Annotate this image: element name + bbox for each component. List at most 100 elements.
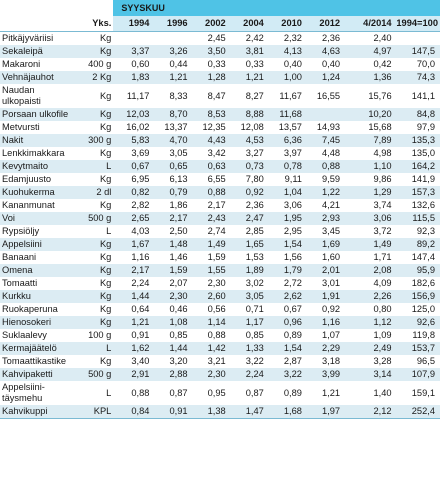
price-cell: 6,55 — [207, 174, 226, 184]
price-cell: 1,16 — [303, 316, 343, 329]
price-cell: 3,74 — [373, 200, 392, 210]
price-cell: 1,21 — [321, 387, 341, 398]
price-cell: 8,47 — [207, 90, 226, 101]
price-table-container: SYYSKUU Yks. 1994 1996 2002 2004 2010 20… — [0, 0, 440, 419]
price-cell: 6,36 — [265, 134, 304, 147]
index-cell: 92,3 — [416, 226, 435, 236]
product-name: Porsaan ulkofile — [0, 108, 77, 121]
price-cell: 0,44 — [169, 59, 188, 69]
price-cell: 3,27 — [245, 148, 264, 158]
price-cell: 1,79 — [265, 264, 304, 277]
price-cell: 10,20 — [342, 108, 394, 121]
table-row: Sekaleipä Kg 3,37 3,26 3,50 3,81 4,13 4,63 4,97 1… — [0, 45, 440, 58]
price-cell: 3,05 — [227, 290, 266, 303]
price-cell: 1,46 — [169, 252, 188, 262]
product-name: Kuohukerma — [0, 186, 77, 199]
index-cell: 115,5 — [393, 212, 440, 225]
table-row: Naudan ulkopaisti Kg 11,17 8,33 8,47 8,27 11,6… — [0, 84, 440, 108]
product-unit: KPL — [76, 405, 114, 419]
price-cell: 1,56 — [283, 252, 302, 262]
price-cell: 1,53 — [245, 252, 264, 262]
price-cell: 0,33 — [207, 59, 226, 69]
index-column-header: 1994=100 — [393, 16, 440, 32]
year-header: 1996 — [151, 16, 190, 32]
product-unit: 500 g — [76, 212, 114, 225]
column-header-row: Yks. 1994 1996 2002 2004 2010 2012 4/201… — [0, 16, 440, 32]
price-cell: 2,72 — [283, 278, 302, 288]
table-row: Kevytmaito L 0,67 0,65 0,63 0,73 0,78 0,88 1,10 1… — [0, 160, 440, 173]
header-band-row: SYYSKUU — [0, 0, 440, 16]
price-cell: 1,29 — [342, 186, 394, 199]
table-row: Kurkku Kg 1,44 2,30 2,60 3,05 2,62 1,91 2,26 156,… — [0, 290, 440, 303]
index-cell: 164,2 — [393, 160, 440, 173]
product-unit: Kg — [99, 356, 112, 366]
table-row: Kananmunat Kg 2,82 1,86 2,17 2,36 3,06 4,21 3,74… — [0, 199, 440, 212]
table-row: Hienosokeri Kg 1,21 1,08 1,14 1,17 0,96 1,16 1,1… — [0, 316, 440, 329]
price-cell: 0,85 — [169, 330, 188, 340]
price-cell: 1,42 — [189, 342, 228, 355]
price-cell: 0,87 — [245, 387, 264, 398]
price-cell: 1,16 — [131, 252, 150, 262]
price-cell: 0,89 — [283, 330, 302, 340]
index-cell: 92,6 — [393, 316, 440, 329]
price-cell: 1,97 — [303, 405, 343, 419]
table-row: Rypsiöljy L 4,03 2,50 2,74 2,85 2,95 3,45 3,72 92… — [0, 225, 440, 238]
price-cell: 2,12 — [342, 405, 394, 419]
price-cell: 2,24 — [227, 368, 266, 381]
price-cell: 9,11 — [284, 174, 302, 184]
price-cell: 1,22 — [303, 186, 343, 199]
price-cell: 0,60 — [131, 59, 150, 69]
price-cell: 1,55 — [189, 264, 228, 277]
table-row: Appelsiini- täysmehu L 0,88 0,87 0,95 0,87 0,8… — [0, 381, 440, 405]
price-cell: 1,49 — [189, 238, 228, 251]
price-cell: 1,38 — [189, 405, 228, 419]
index-cell: 89,2 — [393, 238, 440, 251]
price-cell: 1,68 — [265, 405, 304, 419]
price-cell: 4,21 — [321, 200, 341, 210]
price-cell: 1,48 — [151, 238, 190, 251]
price-cell: 7,45 — [303, 134, 343, 147]
price-cell: 1,60 — [321, 252, 341, 262]
price-cell: 4,63 — [303, 45, 343, 58]
product-unit: Kg — [99, 33, 112, 43]
price-cell: 3,37 — [113, 45, 152, 58]
product-name: Naudan ulkopaisti — [2, 85, 41, 106]
product-unit: 400 g — [88, 59, 112, 69]
product-unit: Kg — [99, 90, 112, 101]
price-cell: 3,22 — [265, 368, 304, 381]
price-cell: 2,74 — [207, 226, 226, 236]
price-cell: 1,17 — [227, 316, 266, 329]
table-row: Voi 500 g 2,65 2,17 2,43 2,47 1,95 2,93 3,06 115,… — [0, 212, 440, 225]
price-cell: 0,73 — [227, 160, 266, 173]
price-cell: 2,36 — [321, 33, 341, 43]
table-row: Tomaatti Kg 2,24 2,07 2,30 3,02 2,72 3,01 4,09 18… — [0, 277, 440, 290]
price-cell: 0,63 — [189, 160, 228, 173]
table-row: Lenkkimakkara Kg 3,69 3,05 3,42 3,27 3,97 4,48 4… — [0, 147, 440, 160]
price-cell: 4,43 — [189, 134, 228, 147]
price-cell: 1,28 — [189, 71, 228, 84]
price-cell: 6,13 — [169, 174, 188, 184]
table-row: Pitkäjyväriisi Kg 2,45 2,42 2,32 2,36 2,40 — [0, 32, 440, 46]
price-cell: 3,06 — [342, 212, 394, 225]
price-cell: 0,46 — [169, 304, 188, 314]
price-cell: 3,02 — [245, 278, 264, 288]
product-unit: L — [76, 342, 114, 355]
price-cell: 1,71 — [373, 252, 392, 262]
table-row: Nakit 300 g 5,83 4,70 4,43 4,53 6,36 7,45 7,89 13… — [0, 134, 440, 147]
year-header: 4/2014 — [342, 16, 394, 32]
product-unit: 500 g — [76, 368, 114, 381]
product-name: Hienosokeri — [0, 316, 77, 329]
product-name: Kahvikuppi — [0, 405, 77, 419]
price-cell: 8,70 — [151, 108, 190, 121]
product-name: Appelsiini- täysmehu — [2, 382, 45, 403]
price-cell: 0,91 — [151, 405, 190, 419]
price-cell: 2,50 — [169, 226, 188, 236]
price-cell: 0,91 — [131, 330, 150, 340]
index-cell: 74,3 — [393, 71, 440, 84]
index-cell: 153,7 — [393, 342, 440, 355]
price-cell — [151, 32, 189, 46]
product-unit: Kg — [76, 238, 114, 251]
price-cell: 3,20 — [169, 356, 188, 366]
price-cell: 1,59 — [151, 264, 190, 277]
price-cell: 0,40 — [321, 59, 341, 69]
